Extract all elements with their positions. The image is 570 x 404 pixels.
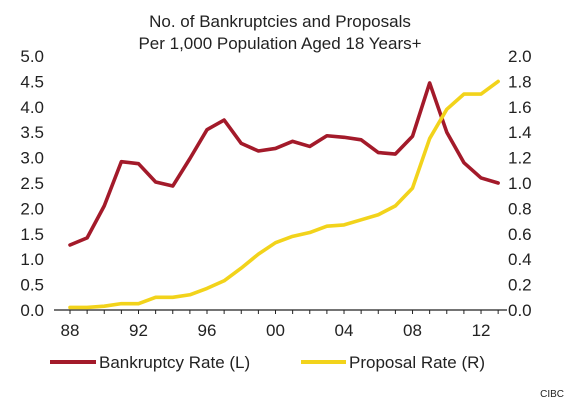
left-y-tick-label: 2.0 xyxy=(20,199,44,218)
left-axis-tick-labels: 0.0 0.5 1.0 1.5 2.0 2.5 3.0 3.5 4.0 4.5 5.0 xyxy=(20,47,44,320)
x-axis: 88 92 96 00 04 08 12 xyxy=(54,309,507,340)
left-y-tick-label: 4.5 xyxy=(20,72,44,91)
left-y-tick-label: 0.5 xyxy=(20,276,44,295)
chart-title-line-1: No. of Bankruptcies and Proposals xyxy=(149,12,411,31)
right-y-tick-label: 0.8 xyxy=(508,199,532,218)
left-y-tick-label: 1.0 xyxy=(20,250,44,269)
right-y-tick-label: 2.0 xyxy=(508,47,532,66)
left-y-tick-label: 3.5 xyxy=(20,123,44,142)
left-y-tick-label: 0.0 xyxy=(20,301,44,320)
right-y-tick-label: 0.2 xyxy=(508,276,532,295)
right-y-tick-label: 1.8 xyxy=(508,72,532,91)
left-y-tick-label: 4.0 xyxy=(20,98,44,117)
series-layer xyxy=(68,79,500,310)
bankruptcy-rate-line xyxy=(68,81,500,247)
left-y-tick-label: 2.5 xyxy=(20,174,44,193)
right-y-tick-label: 0.0 xyxy=(508,301,532,320)
x-tick-label: 88 xyxy=(61,321,80,340)
left-y-tick-label: 5.0 xyxy=(20,47,44,66)
right-y-tick-label: 0.6 xyxy=(508,225,532,244)
x-tick-label: 12 xyxy=(472,321,491,340)
right-y-tick-label: 1.0 xyxy=(508,174,532,193)
x-tick-label: 96 xyxy=(198,321,217,340)
right-axis-tick-labels: 0.0 0.2 0.4 0.6 0.8 1.0 1.2 1.4 1.6 1.8 2.0 xyxy=(508,47,532,320)
legend: Bankruptcy Rate (L) Proposal Rate (R) xyxy=(50,353,485,372)
left-y-tick-label: 1.5 xyxy=(20,225,44,244)
x-tick-label: 92 xyxy=(129,321,148,340)
x-tick-label: 04 xyxy=(335,321,354,340)
x-tick-label: 08 xyxy=(403,321,422,340)
left-y-tick-label: 3.0 xyxy=(20,149,44,168)
right-y-tick-label: 1.2 xyxy=(508,149,532,168)
source-label: CIBC xyxy=(540,389,564,400)
legend-label-proposal: Proposal Rate (R) xyxy=(349,353,485,372)
legend-label-bankruptcy: Bankruptcy Rate (L) xyxy=(99,353,250,372)
proposal-rate-line xyxy=(68,79,500,310)
chart-title-line-2: Per 1,000 Population Aged 18 Years+ xyxy=(138,34,421,53)
right-y-tick-label: 1.6 xyxy=(508,98,532,117)
right-y-tick-label: 0.4 xyxy=(508,250,532,269)
x-tick-label: 00 xyxy=(266,321,285,340)
right-y-tick-label: 1.4 xyxy=(508,123,532,142)
